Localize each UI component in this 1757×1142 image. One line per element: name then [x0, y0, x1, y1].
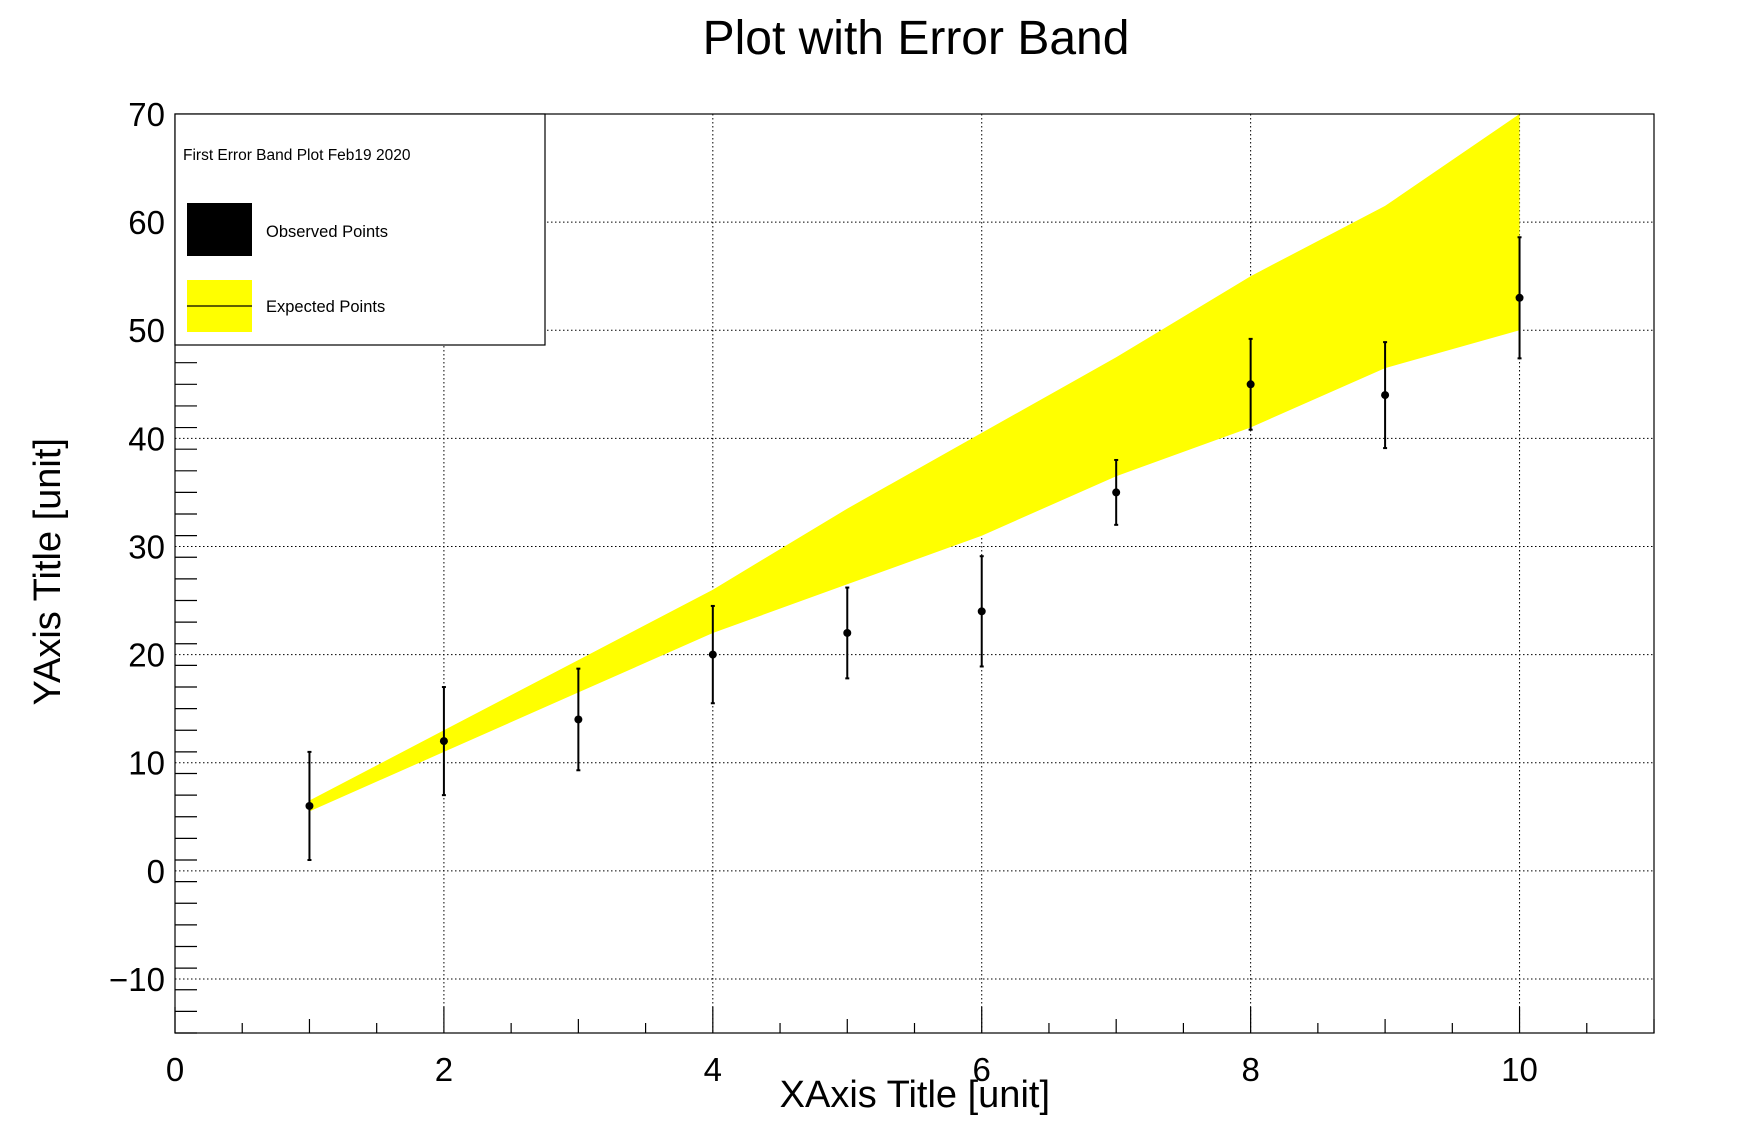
expected-points-band: [309, 114, 1520, 812]
observed-point: [1246, 380, 1255, 389]
observed-point: [439, 737, 448, 746]
x-tick-label: 2: [435, 1051, 453, 1088]
x-axis-ticks: 0 2 4 6 8 10: [166, 1007, 1655, 1088]
x-tick-label: 6: [973, 1051, 991, 1088]
x-tick-label: 10: [1501, 1051, 1538, 1088]
legend-label-expected: Expected Points: [266, 298, 385, 316]
y-tick-label: 20: [128, 637, 165, 674]
observed-point: [574, 715, 583, 724]
y-tick-label: 60: [128, 204, 165, 241]
legend: First Error Band Plot Feb19 2020 Observe…: [174, 113, 546, 346]
y-axis-label: YAxis Title [unit]: [27, 438, 69, 706]
y-tick-label: 40: [128, 420, 165, 457]
y-tick-label: 70: [128, 96, 165, 133]
legend-swatch-observed: [187, 203, 252, 256]
y-tick-label: −10: [109, 961, 165, 998]
observed-points-series: [305, 236, 1524, 862]
y-tick-label: 0: [147, 853, 165, 890]
x-tick-label: 4: [704, 1051, 722, 1088]
y-tick-label: 30: [128, 528, 165, 565]
observed-point: [305, 801, 314, 810]
observed-point: [977, 607, 986, 616]
legend-title: First Error Band Plot Feb19 2020: [183, 147, 411, 164]
legend-label-observed: Observed Points: [266, 223, 388, 241]
y-tick-label: 10: [128, 745, 165, 782]
observed-point: [1515, 293, 1524, 302]
observed-point: [843, 628, 852, 637]
x-tick-label: 0: [166, 1051, 184, 1088]
observed-point: [708, 650, 717, 659]
x-tick-label: 8: [1241, 1051, 1259, 1088]
chart-title: Plot with Error Band: [703, 12, 1130, 65]
expected-band-area: [309, 114, 1520, 812]
y-tick-label: 50: [128, 312, 165, 349]
observed-point: [1381, 391, 1390, 400]
observed-point: [1112, 488, 1121, 497]
x-axis-label: XAxis Title [unit]: [780, 1074, 1050, 1116]
